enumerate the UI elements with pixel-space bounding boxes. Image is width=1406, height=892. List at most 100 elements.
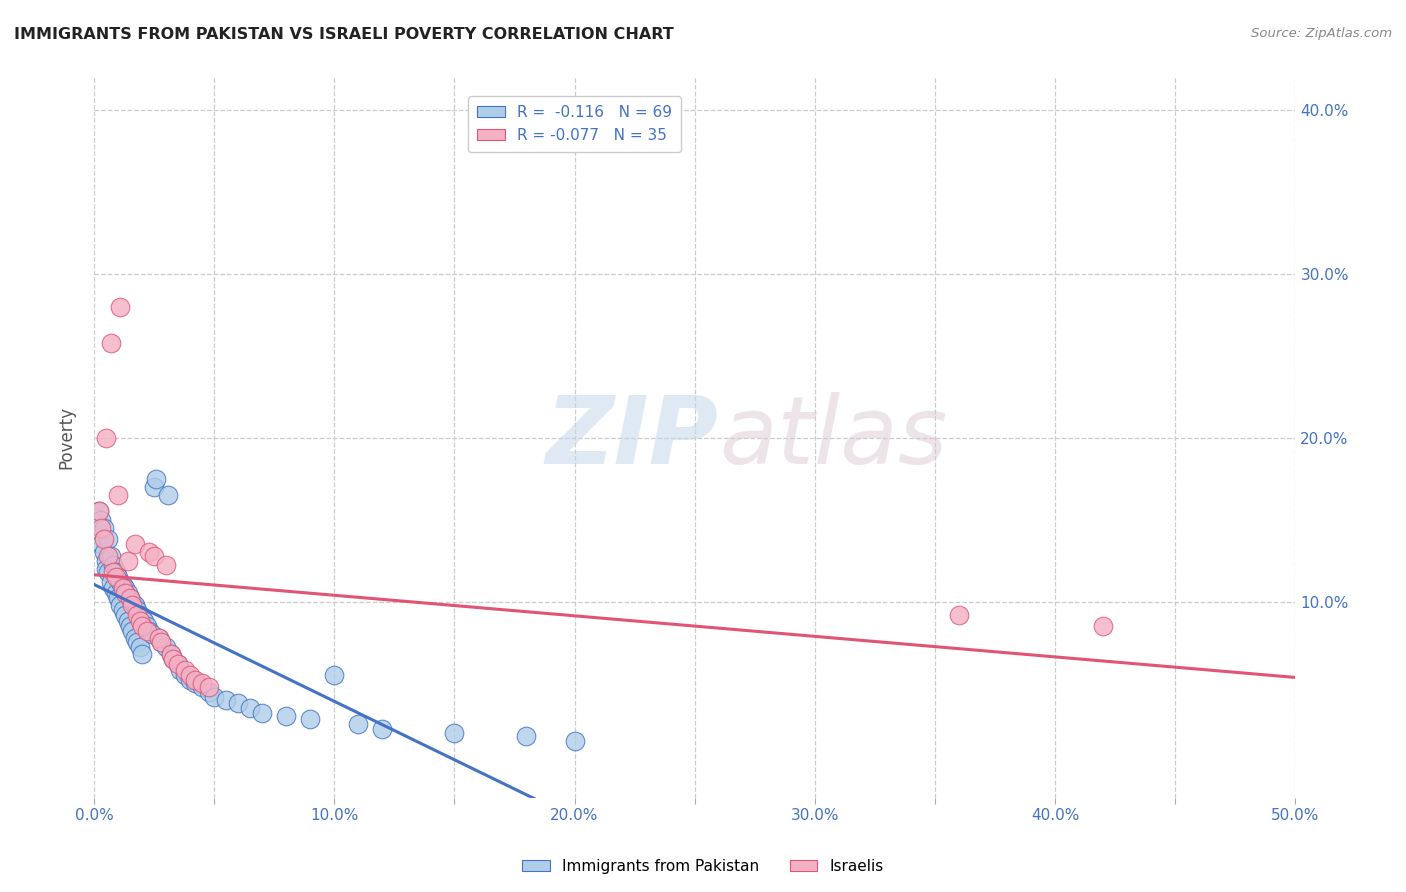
Point <box>118 591 141 606</box>
Point <box>135 624 157 638</box>
Legend: Immigrants from Pakistan, Israelis: Immigrants from Pakistan, Israelis <box>516 853 890 880</box>
Text: Source: ZipAtlas.com: Source: ZipAtlas.com <box>1251 27 1392 40</box>
Text: ZIP: ZIP <box>546 392 718 483</box>
Point <box>131 611 153 625</box>
Point <box>347 717 370 731</box>
Point <box>94 553 117 567</box>
Point <box>94 562 117 576</box>
Point <box>239 701 262 715</box>
Point <box>114 582 136 596</box>
Point <box>107 570 129 584</box>
Point <box>443 725 465 739</box>
Point <box>148 631 170 645</box>
Point <box>121 624 143 638</box>
Point <box>143 549 166 563</box>
Point <box>124 631 146 645</box>
Point <box>276 709 298 723</box>
Point <box>117 614 139 628</box>
Point <box>564 733 586 747</box>
Point <box>135 619 157 633</box>
Point <box>104 565 127 579</box>
Point <box>157 488 180 502</box>
Point <box>191 680 214 694</box>
Point <box>100 335 122 350</box>
Point <box>174 663 197 677</box>
Point <box>114 607 136 622</box>
Point <box>94 431 117 445</box>
Point <box>93 521 115 535</box>
Point <box>202 690 225 704</box>
Point <box>179 668 201 682</box>
Point <box>323 668 346 682</box>
Legend: R =  -0.116   N = 69, R = -0.077   N = 35: R = -0.116 N = 69, R = -0.077 N = 35 <box>468 95 681 152</box>
Point <box>128 614 150 628</box>
Point <box>127 635 149 649</box>
Point <box>118 619 141 633</box>
Text: IMMIGRANTS FROM PAKISTAN VS ISRAELI POVERTY CORRELATION CHART: IMMIGRANTS FROM PAKISTAN VS ISRAELI POVE… <box>14 27 673 42</box>
Point <box>179 673 201 687</box>
Point <box>127 603 149 617</box>
Point <box>150 635 173 649</box>
Point <box>100 549 122 563</box>
Point <box>104 570 127 584</box>
Point <box>159 647 181 661</box>
Point <box>515 729 537 743</box>
Point <box>90 521 112 535</box>
Point <box>93 533 115 547</box>
Point <box>124 598 146 612</box>
Point <box>121 598 143 612</box>
Point <box>167 657 190 671</box>
Point <box>111 582 134 596</box>
Point <box>162 652 184 666</box>
Point <box>90 537 112 551</box>
Point <box>101 582 124 596</box>
Point <box>128 607 150 622</box>
Point <box>97 565 120 579</box>
Point <box>97 533 120 547</box>
Point <box>1092 619 1115 633</box>
Point <box>191 676 214 690</box>
Point <box>138 624 160 638</box>
Point <box>117 586 139 600</box>
Point <box>114 586 136 600</box>
Point <box>174 668 197 682</box>
Point <box>250 706 273 720</box>
Point <box>104 586 127 600</box>
Point <box>111 578 134 592</box>
Point <box>101 565 124 579</box>
Point <box>90 513 112 527</box>
Point <box>128 640 150 655</box>
Point <box>226 696 249 710</box>
Point <box>118 591 141 606</box>
Point <box>159 647 181 661</box>
Point <box>107 591 129 606</box>
Point <box>148 631 170 645</box>
Point <box>198 680 221 694</box>
Point <box>141 627 163 641</box>
Text: atlas: atlas <box>718 392 948 483</box>
Point <box>87 504 110 518</box>
Point <box>124 537 146 551</box>
Point <box>111 603 134 617</box>
Y-axis label: Poverty: Poverty <box>58 406 75 469</box>
Point <box>110 598 132 612</box>
Point <box>131 647 153 661</box>
Point <box>155 558 177 573</box>
Point <box>87 504 110 518</box>
Point <box>100 574 122 589</box>
Point <box>167 657 190 671</box>
Point <box>107 488 129 502</box>
Point <box>184 676 207 690</box>
Point <box>145 472 167 486</box>
Point <box>184 673 207 687</box>
Point <box>150 635 173 649</box>
Point <box>110 574 132 589</box>
Point <box>101 558 124 573</box>
Point <box>121 594 143 608</box>
Point <box>371 723 394 737</box>
Point <box>169 663 191 677</box>
Point <box>198 684 221 698</box>
Point <box>97 549 120 563</box>
Point <box>155 640 177 655</box>
Point <box>93 545 115 559</box>
